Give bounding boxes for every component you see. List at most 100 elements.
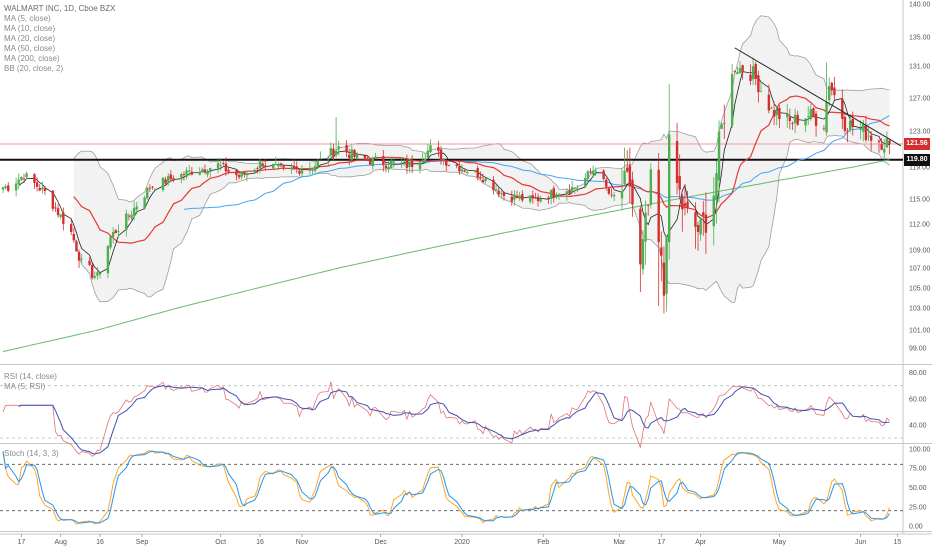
time-tick-label: 15 [893,539,901,546]
candle-body [623,170,626,184]
study-stoch[interactable]: Stoch (14, 3, 3) [4,449,59,458]
candle-body [111,232,115,237]
candle-body [500,192,503,194]
candle-body [54,207,57,209]
study-ma10[interactable]: MA (10, close) [4,24,56,33]
candle-body [387,166,390,170]
price-tick-label: 109.00 [909,248,931,255]
stoch-tick-label: 50.00 [909,485,927,492]
stoch-d-line [2,450,890,524]
symbol-title[interactable]: WALMART INC, 1D, Cboe BZX [4,4,116,13]
candle-body [7,185,10,191]
candle-body [313,166,317,171]
candle-body [848,120,852,130]
candle-body [678,176,681,190]
candle-body [203,169,207,173]
candle-body [43,188,47,192]
candle-body [206,172,209,175]
candle-body [334,150,338,156]
candle-body [290,167,293,170]
candle-body [862,124,865,132]
candle-body [851,118,854,128]
study-ma200[interactable]: MA (200, close) [4,54,60,63]
candle-body [704,214,708,233]
candle-body [216,163,220,169]
time-tick-label: May [773,539,787,546]
candle-body [605,179,608,187]
candle-body [665,236,668,294]
candle-body [584,178,587,187]
candle-body [770,107,773,109]
study-ma5[interactable]: MA (5, close) [4,14,51,23]
candle-body [185,170,188,177]
candle-body [389,160,393,169]
candle-body [337,146,340,150]
price-tick-label: 123.00 [909,129,931,136]
study-rsi-ma[interactable]: MA (5, RSI) [4,382,46,391]
candle-body [730,74,734,126]
candle-body [125,213,128,231]
candle-body [298,170,301,174]
candle-body [429,145,432,153]
candle-body [243,172,246,175]
candle-body [681,196,684,210]
candle-body [751,66,755,80]
candle-body [880,144,883,150]
candle-body [888,140,891,144]
price-tick-label: 99.00 [909,346,927,353]
main-legend: WALMART INC, 1D, Cboe BZX MA (5, close) … [4,4,115,74]
candle-body [675,141,679,184]
candle-body [439,149,443,161]
candle-body [620,191,624,199]
candle-body [754,64,757,79]
candle-body [300,170,304,174]
study-rsi[interactable]: RSI (14, close) [4,372,57,381]
candle-body [686,201,689,208]
study-ma20[interactable]: MA (20, close) [4,34,56,43]
candle-body [822,128,826,130]
candle-body [720,124,723,129]
candle-body [521,194,524,201]
candle-body [702,212,705,216]
candle-body [864,125,868,140]
rsi-legend: RSI (14, close) MA (5, RSI) [4,372,57,392]
candle-body [72,233,76,241]
candle-body [69,224,73,233]
candle-body [814,113,818,126]
candle-body [311,169,314,171]
candle-body [869,135,873,141]
time-tick-label: Mar [613,539,626,546]
candle-body [148,187,152,189]
candle-body [172,178,175,181]
candle-body [348,154,351,159]
ma5-line [18,71,890,274]
candle-body [841,98,844,119]
candle-body [182,174,186,176]
candle-body [843,116,847,131]
candle-body [867,135,870,137]
last-price-tag: 121.56 [904,137,930,150]
candle-body [277,163,280,167]
price-tick-label: 112.00 [909,222,930,229]
candle-body [227,169,230,172]
candles-group [1,57,891,314]
candle-body [555,196,558,198]
candle-body [699,218,702,235]
candle-body [812,108,815,117]
bollinger-lower-line [73,135,890,304]
study-ma50[interactable]: MA (50, close) [4,44,56,53]
candle-body [209,167,212,172]
candle-body [153,189,157,191]
candle-body [683,203,687,207]
level-price-tag: 119.80 [904,153,930,166]
candle-body [109,236,112,248]
price-tick-label: 115.00 [909,197,930,204]
candle-body [644,212,647,242]
candle-body [130,214,133,219]
candle-body [885,138,889,148]
time-tick-label: 17 [17,539,25,546]
study-bb[interactable]: BB (20, close, 2) [4,64,64,73]
stoch-tick-label: 0.00 [909,524,923,531]
